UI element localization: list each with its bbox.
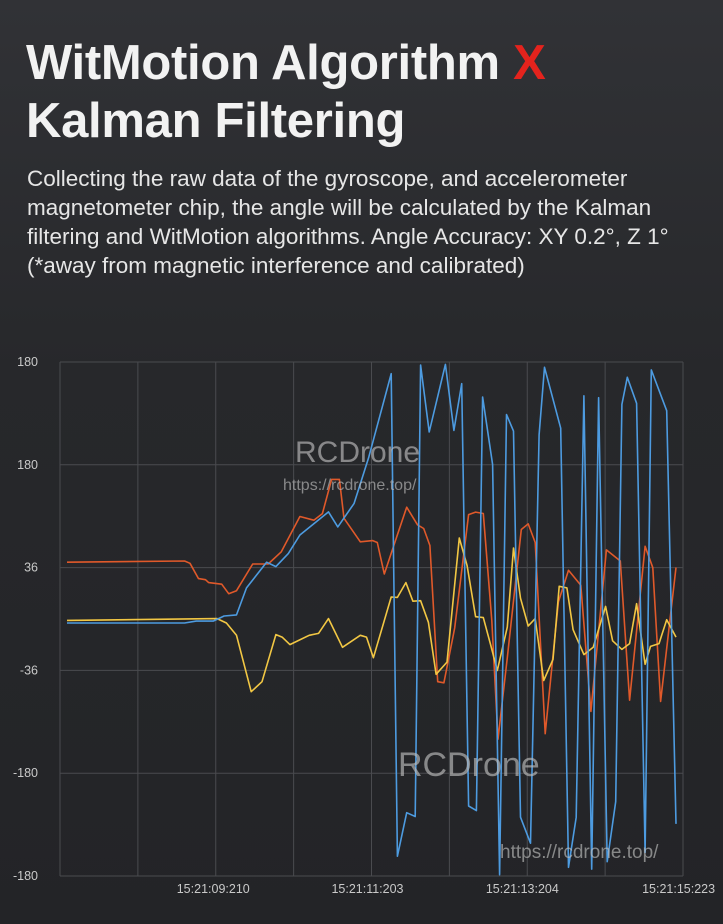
x-tick-label: 15:21:13:204 [486,882,559,896]
page-title: WitMotion Algorithm X Kalman Filtering [26,34,546,150]
title-line2: Kalman Filtering [26,94,406,148]
series-line-1 [66,537,677,693]
y-tick-label: -36 [20,663,38,677]
x-tick-label: 15:21:09:210 [177,882,250,896]
description: Collecting the raw data of the gyroscope… [27,166,669,278]
y-tick-label: -180 [13,869,38,883]
watermark-url: https://rcdrone.top/ [283,477,417,494]
title-line1: WitMotion Algorithm [26,36,514,90]
series-line-2 [67,363,677,876]
watermark-url-2: https://rcdrone.top/ [500,842,659,863]
y-tick-label: 180 [17,458,38,472]
watermark-brand: RCDrone [295,436,420,469]
x-tick-label: 15:21:11:203 [331,882,403,896]
y-tick-label: 36 [24,561,38,575]
series-line-0 [66,478,677,740]
x-tick-label: 15:21:15:223 [642,882,715,896]
watermark-brand-2: RCDrone [398,746,540,784]
title-x-mark: X [513,36,546,90]
y-tick-label: -180 [13,766,38,780]
y-tick-label: 180 [17,355,38,369]
